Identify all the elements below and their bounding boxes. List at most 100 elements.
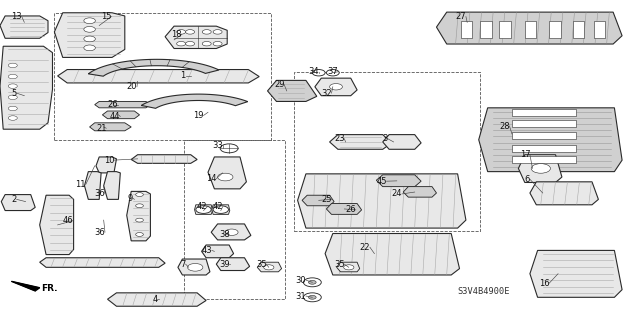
Circle shape [186,30,195,34]
Polygon shape [195,205,212,214]
Polygon shape [108,293,206,306]
Text: 9: 9 [128,194,133,203]
Text: 42: 42 [212,202,223,211]
Circle shape [186,41,195,46]
Polygon shape [131,155,197,163]
Circle shape [177,41,186,46]
Text: 7: 7 [180,260,186,269]
Text: 42: 42 [197,202,207,211]
Polygon shape [90,123,131,131]
Circle shape [202,30,211,34]
Circle shape [326,70,339,76]
Text: 34: 34 [308,67,319,76]
Polygon shape [102,111,140,119]
Polygon shape [88,59,219,76]
Polygon shape [212,205,230,214]
Bar [480,21,492,38]
Polygon shape [325,234,460,275]
Circle shape [8,95,17,100]
Polygon shape [202,245,234,258]
Polygon shape [479,108,622,172]
Polygon shape [40,258,165,267]
Polygon shape [141,94,248,108]
Text: 35: 35 [256,260,267,269]
Polygon shape [302,195,334,206]
Bar [573,21,584,38]
Circle shape [303,293,321,302]
Bar [525,21,536,38]
Bar [512,145,576,152]
Bar [294,72,480,231]
Polygon shape [165,26,227,48]
Text: 16: 16 [539,279,550,288]
Circle shape [213,30,222,34]
Bar [461,21,472,38]
Text: 24: 24 [392,189,402,198]
Circle shape [84,36,95,42]
Polygon shape [178,259,210,275]
Text: 33: 33 [212,141,223,150]
Text: 35: 35 [334,260,345,269]
Polygon shape [0,16,48,38]
Circle shape [8,84,17,88]
Polygon shape [337,262,360,272]
Polygon shape [518,155,562,182]
Circle shape [177,30,186,34]
Text: 31: 31 [296,292,307,300]
Circle shape [8,106,17,111]
Text: 4: 4 [152,295,157,304]
Text: 30: 30 [296,276,307,285]
Polygon shape [268,80,317,101]
Text: 10: 10 [104,156,114,165]
Text: 23: 23 [334,134,345,143]
Polygon shape [40,195,74,255]
Text: 3: 3 [383,134,388,143]
Text: 45: 45 [376,177,387,186]
Polygon shape [58,70,259,83]
Text: 26: 26 [346,205,356,214]
Polygon shape [436,12,622,44]
Polygon shape [530,182,598,205]
Text: 14: 14 [206,174,216,183]
Text: 29: 29 [274,80,284,89]
Circle shape [213,206,228,213]
Text: 38: 38 [219,230,230,239]
Circle shape [213,41,222,46]
Text: 13: 13 [12,12,22,21]
Polygon shape [330,135,392,149]
Bar [512,132,576,139]
Text: 43: 43 [202,246,212,255]
Polygon shape [530,250,622,297]
Bar [549,21,561,38]
Circle shape [84,18,95,24]
Polygon shape [257,262,282,272]
Text: 17: 17 [520,150,531,159]
Circle shape [531,164,550,173]
Polygon shape [208,157,246,189]
Circle shape [84,26,95,32]
Circle shape [308,280,316,284]
Polygon shape [54,13,125,57]
Polygon shape [403,187,436,197]
Circle shape [220,144,238,153]
Text: 26: 26 [108,100,118,109]
Bar [512,120,576,127]
Text: FR.: FR. [42,284,58,293]
Text: 2: 2 [12,195,17,204]
Text: 44: 44 [110,112,120,121]
Polygon shape [211,224,251,240]
Circle shape [303,278,321,287]
Bar [594,21,605,38]
Text: 36: 36 [95,228,106,237]
Text: 19: 19 [193,111,204,120]
Polygon shape [216,258,250,271]
Text: 32: 32 [321,89,332,98]
Polygon shape [95,101,150,108]
Text: 20: 20 [127,82,137,91]
Polygon shape [127,191,150,241]
Polygon shape [315,78,357,96]
Bar [499,21,511,38]
Polygon shape [383,135,421,149]
Bar [184,140,285,299]
Text: 25: 25 [321,195,332,204]
